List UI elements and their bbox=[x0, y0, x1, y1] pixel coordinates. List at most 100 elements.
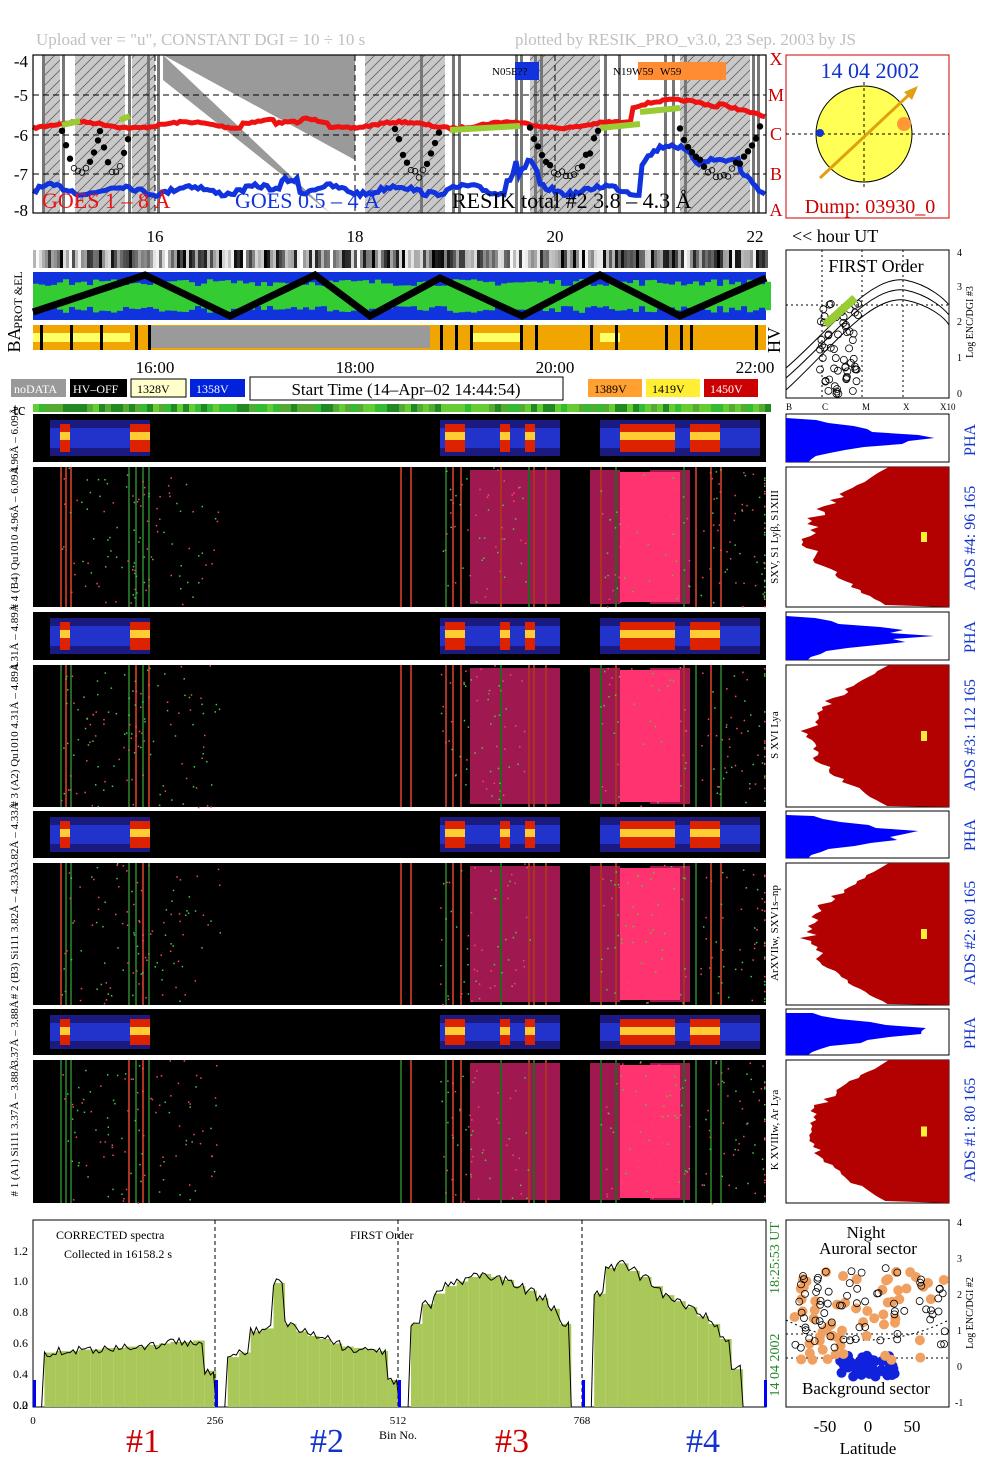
svg-text:3: 3 bbox=[957, 282, 962, 293]
spectrogram-dot bbox=[465, 783, 467, 786]
spectrum-bar bbox=[204, 1370, 217, 1407]
spectrogram-dot bbox=[134, 704, 137, 706]
svg-text:512: 512 bbox=[390, 1415, 407, 1427]
pha-band bbox=[50, 825, 150, 844]
spectrogram-dot bbox=[764, 984, 766, 986]
spectrogram-dot bbox=[649, 932, 652, 934]
spectrogram-dot bbox=[622, 1088, 624, 1091]
spectrogram-dot bbox=[659, 1115, 662, 1117]
spectrogram-dot bbox=[683, 1173, 686, 1175]
spectrogram-dot bbox=[132, 972, 135, 974]
goes-short-curve bbox=[31, 141, 767, 201]
prot-el-stripe bbox=[222, 250, 225, 268]
tc-segment bbox=[87, 404, 93, 412]
spectrogram-dot bbox=[519, 486, 521, 489]
spectrogram-dot bbox=[734, 512, 737, 515]
pha-hot bbox=[525, 630, 535, 638]
latitude-point bbox=[853, 1284, 862, 1293]
spectrogram-dot bbox=[523, 730, 526, 733]
spectrogram-dot bbox=[723, 1152, 725, 1155]
spectrogram-line bbox=[65, 665, 67, 807]
spectrogram-dot bbox=[603, 904, 605, 907]
tc-segment bbox=[669, 404, 675, 412]
spectrogram-dot bbox=[214, 1097, 217, 1099]
prot-el-stripe bbox=[549, 250, 552, 268]
orbit-green-segment bbox=[309, 282, 315, 310]
spectrogram-dot bbox=[210, 1127, 212, 1130]
prot-el-stripe bbox=[162, 250, 165, 268]
spectrogram-line bbox=[65, 863, 67, 1005]
prot-el-stripe bbox=[99, 250, 102, 268]
spectrogram-dot bbox=[713, 768, 715, 770]
prot-el-stripe bbox=[588, 250, 591, 268]
spectrogram-dot bbox=[743, 1135, 745, 1138]
spectrogram-dot bbox=[459, 503, 461, 506]
legend-1358v bbox=[190, 379, 245, 397]
ba-stripe bbox=[680, 325, 683, 350]
orbit-green-segment bbox=[741, 285, 747, 307]
spectrogram-dot bbox=[71, 591, 73, 594]
prot-el-stripe bbox=[561, 250, 564, 268]
spectrogram-dot bbox=[171, 799, 173, 801]
spectrogram-dot bbox=[200, 697, 202, 700]
spectrogram-dot bbox=[136, 881, 139, 884]
spectrogram-dot bbox=[99, 1141, 102, 1143]
spectrogram-hot bbox=[620, 868, 680, 1000]
spectrogram-dot bbox=[664, 673, 666, 676]
spectrogram-dot bbox=[627, 526, 630, 528]
first-order-point bbox=[848, 387, 857, 395]
resik-point bbox=[116, 163, 124, 170]
orbit-x-tick: 16:00 bbox=[136, 358, 175, 377]
prot-el-stripe bbox=[282, 250, 285, 268]
spectrogram-dot bbox=[525, 1132, 528, 1134]
spectrogram-dot bbox=[467, 963, 469, 966]
hour-ut-label: << hour UT bbox=[792, 226, 878, 246]
prot-el-stripe bbox=[441, 250, 444, 268]
spectrogram-dot bbox=[85, 1069, 87, 1072]
spectrogram-dot bbox=[164, 790, 167, 792]
spectrogram-dot bbox=[632, 949, 635, 951]
ba-stripe bbox=[755, 325, 758, 350]
prot-el-stripe bbox=[309, 250, 312, 268]
spectrogram-dot bbox=[751, 999, 754, 1002]
spectrogram-dot bbox=[610, 1127, 612, 1129]
prot-el-stripe bbox=[246, 250, 249, 268]
latitude-point bbox=[881, 1264, 890, 1273]
svg-text:1.2: 1.2 bbox=[13, 1244, 28, 1258]
spectrogram-line bbox=[148, 467, 150, 607]
orbit-green-segment bbox=[297, 282, 303, 310]
spectrogram-dot bbox=[448, 881, 451, 884]
spectrum-bar bbox=[514, 1286, 526, 1407]
data-gap-line bbox=[157, 55, 160, 213]
spectrogram-dot bbox=[181, 763, 183, 765]
spectrogram-dot bbox=[189, 1106, 191, 1108]
prot-el-stripe bbox=[39, 250, 42, 268]
orbit-green-segment bbox=[447, 281, 453, 311]
spectrogram-dot bbox=[134, 569, 136, 572]
spectrogram-dot bbox=[651, 914, 653, 916]
spectrum-bar bbox=[651, 1286, 663, 1407]
tc-segment bbox=[711, 404, 717, 412]
prot-el-stripe bbox=[651, 250, 654, 268]
spectrum-bar bbox=[284, 1323, 297, 1407]
auroral-point bbox=[836, 1325, 847, 1336]
spectrogram-dot bbox=[513, 492, 515, 494]
tc-segment bbox=[423, 404, 429, 412]
spectrogram-dot bbox=[191, 1141, 193, 1143]
spectrogram-dot bbox=[764, 958, 766, 960]
spectrogram-dot bbox=[649, 720, 652, 723]
orbit-green-segment bbox=[51, 284, 57, 308]
prot-el-stripe bbox=[465, 250, 468, 268]
spectrogram-dot bbox=[76, 1109, 79, 1112]
spectrogram-dot bbox=[136, 970, 138, 972]
spectrogram-dot bbox=[626, 730, 629, 733]
auroral-point bbox=[882, 1274, 893, 1285]
tc-segment bbox=[477, 404, 483, 412]
spectrogram-dot bbox=[460, 993, 463, 995]
spectrogram-dot bbox=[707, 718, 710, 720]
spectrogram-dot bbox=[618, 675, 621, 678]
tc-segment bbox=[351, 404, 357, 412]
spectrogram-dot bbox=[655, 515, 657, 518]
spectrogram-dot bbox=[189, 709, 192, 711]
spectrogram-dot bbox=[733, 519, 736, 522]
